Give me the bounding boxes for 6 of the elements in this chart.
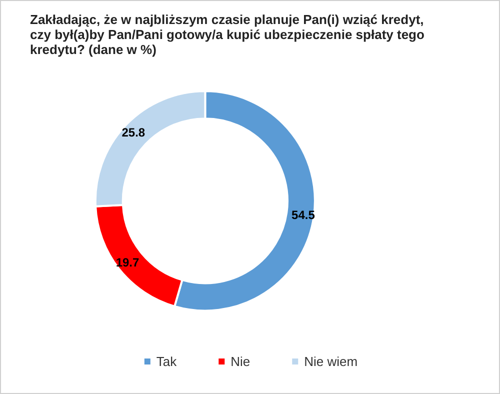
data-label: 19.7 — [116, 255, 140, 270]
legend-label: Tak — [156, 354, 178, 369]
chart-title: Zakładając, że w najbliższym czasie planuje Pan(i) wziąć kredyt, czy był(a)by Pan/Pani gotowy/a kupić ubezpieczenie spłaty tego kredytu? (dane w %) — [30, 12, 428, 57]
legend-label: Nie — [230, 354, 250, 369]
data-label: 25.8 — [122, 126, 146, 140]
legend-label: Nie wiem — [304, 354, 358, 369]
